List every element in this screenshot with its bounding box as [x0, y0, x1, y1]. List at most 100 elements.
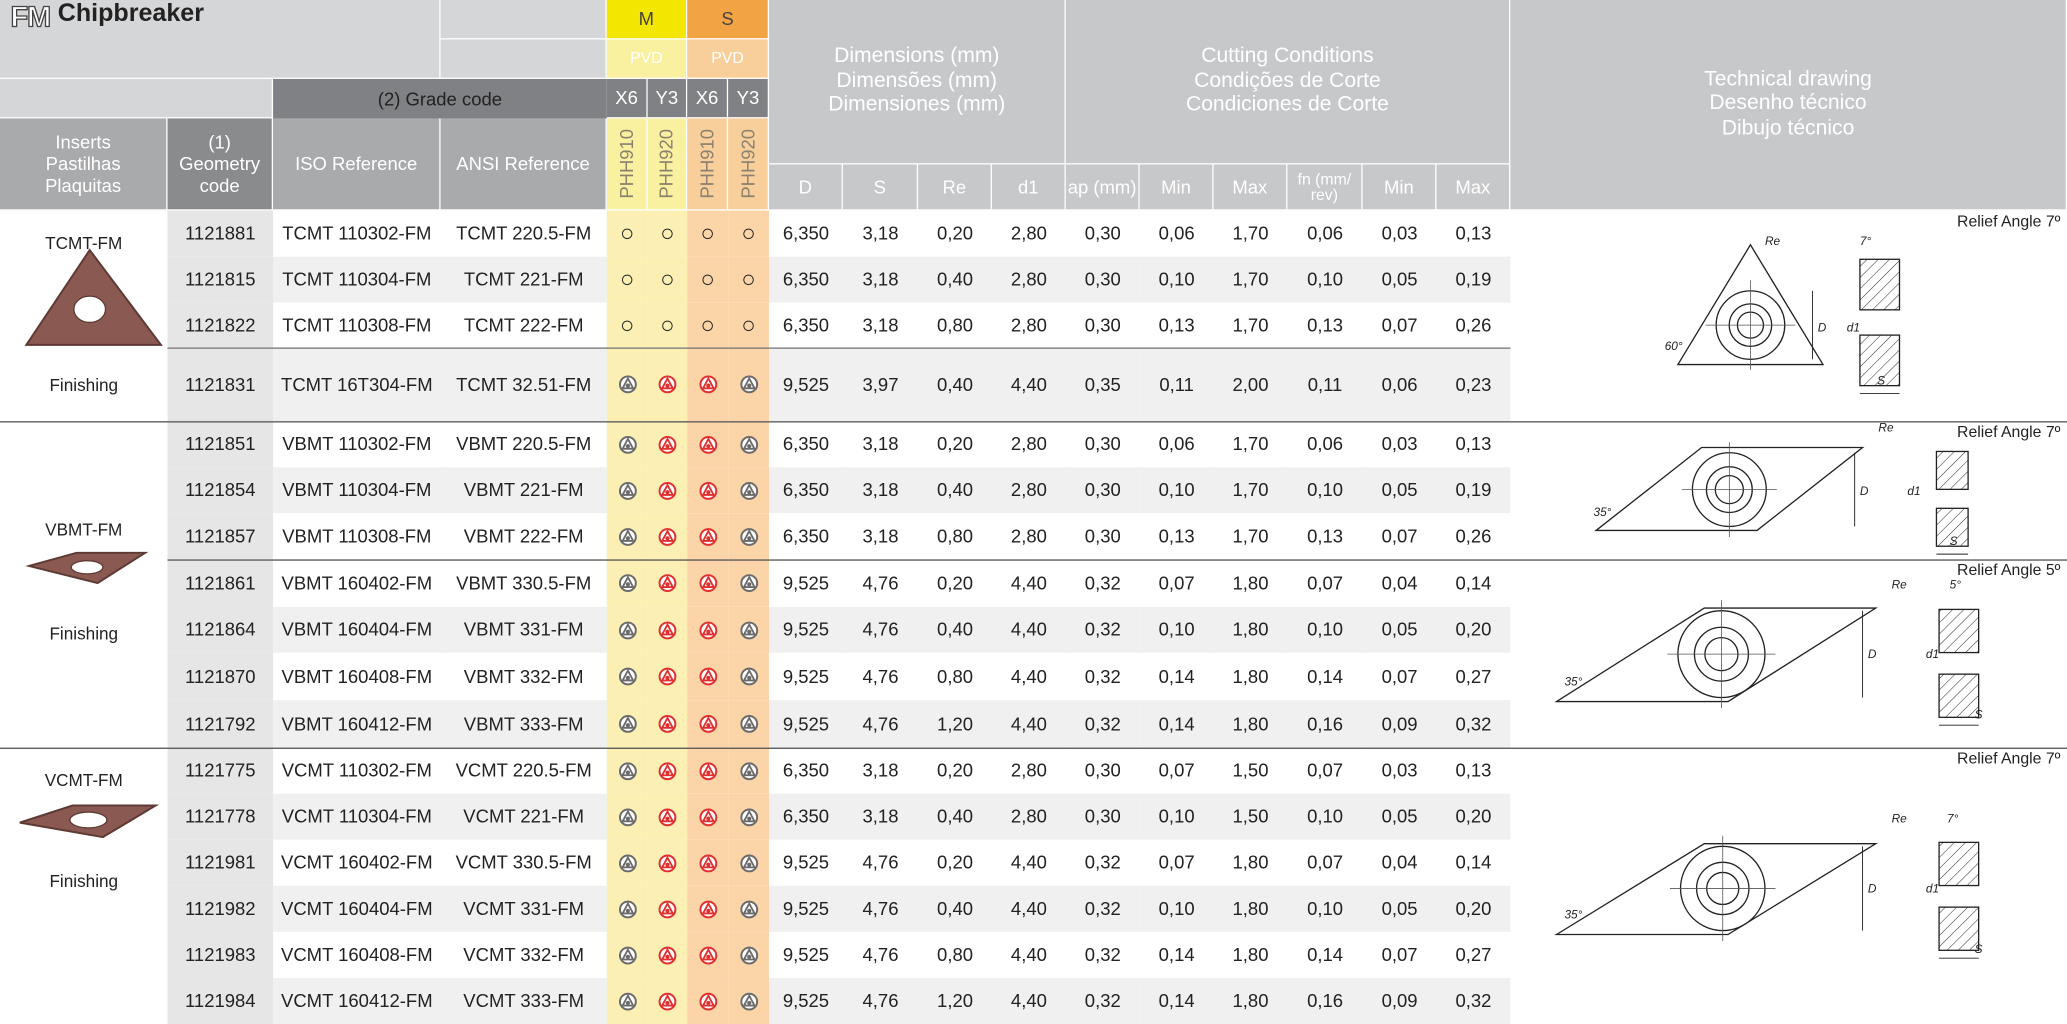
value-text: 0,07 [1159, 852, 1195, 873]
value-text: 0,14 [1307, 944, 1343, 965]
value-text: 0,13 [1159, 315, 1195, 336]
iso-ref-text: TCMT 110304-FM [282, 269, 431, 290]
geometry-code: 1121854 [168, 467, 274, 513]
side-view [1860, 335, 1900, 386]
material: S [687, 0, 769, 39]
ansi-ref: VBMT 332-FM [441, 653, 607, 700]
value: 0,32 [1436, 978, 1510, 1024]
value: 4,76 [843, 978, 918, 1024]
value-text: 0,05 [1382, 269, 1418, 290]
value: 0,10 [1140, 467, 1214, 513]
dim-col-text: D [799, 176, 812, 197]
value-text: 0,19 [1455, 480, 1491, 501]
grade: Y3 [648, 79, 688, 118]
grade-cell [728, 467, 769, 513]
grade-cell [648, 467, 688, 513]
insert-hole [1705, 638, 1738, 671]
value: 4,40 [992, 978, 1066, 1024]
value-text: 9,525 [783, 619, 829, 640]
grade-cell [687, 700, 728, 747]
value: 0,19 [1436, 467, 1510, 513]
product-table: FMChipbreakerMPVDX6PHH910Y3PHH920SPVDX6P… [0, 0, 2067, 1024]
grade-icon [618, 667, 636, 685]
cut-col: Min [1363, 165, 1437, 211]
value: 0,40 [918, 794, 992, 840]
value-text: 0,80 [937, 315, 973, 336]
value-text: 4,40 [1011, 944, 1047, 965]
grade-cell [648, 559, 688, 606]
value: 1,80 [1214, 559, 1288, 606]
ansi-ref-text: VCMT 331-FM [463, 898, 584, 919]
value-text: 0,10 [1307, 269, 1343, 290]
value-text: 0,80 [937, 944, 973, 965]
value: 0,10 [1140, 607, 1214, 653]
insert-name-text: VCMT-FM [45, 771, 123, 791]
label-s: S [1877, 373, 1885, 387]
value-text: 0,05 [1382, 898, 1418, 919]
grade-cell [687, 513, 728, 559]
value: 0,13 [1436, 211, 1510, 257]
grade-cell [687, 653, 728, 700]
ansi-ref-text: TCMT 220.5-FM [456, 223, 591, 244]
grade-icon [698, 574, 716, 592]
value-text: 0,10 [1159, 806, 1195, 827]
value: 0,13 [1140, 303, 1214, 348]
ansi-ref-text: VCMT 330.5-FM [456, 852, 592, 873]
grade-cell [648, 347, 688, 421]
value: 6,350 [769, 467, 843, 513]
value: 9,525 [769, 700, 843, 747]
grade-cell [728, 559, 769, 606]
value: 0,40 [918, 257, 992, 303]
value: 6,350 [769, 421, 843, 467]
value-text: 0,32 [1085, 666, 1121, 687]
insert-name: VCMT-FM [0, 765, 168, 797]
ansi-header-text: ANSI Reference [456, 153, 589, 174]
coating: PVD [687, 39, 769, 78]
value: 1,80 [1214, 840, 1288, 886]
grade-cell: ○ [607, 257, 648, 303]
value: 4,76 [843, 559, 918, 606]
ansi-ref-text: VCMT 332-FM [463, 944, 584, 965]
geometry-code: 1121778 [168, 794, 274, 840]
value: 0,07 [1363, 513, 1437, 559]
value-text: 4,40 [1011, 374, 1047, 395]
value: 9,525 [769, 840, 843, 886]
value-text: 3,18 [863, 315, 899, 336]
value-text: 1,80 [1233, 944, 1269, 965]
iso-ref: VCMT 160404-FM [273, 886, 441, 932]
value: 0,27 [1436, 653, 1510, 700]
insert-use: Finishing [0, 866, 168, 898]
grade-cell [607, 653, 648, 700]
coating: PVD [607, 39, 687, 78]
value-text: 0,07 [1159, 572, 1195, 593]
grade-icon [658, 667, 676, 685]
ansi-ref-text: VBMT 221-FM [464, 480, 584, 501]
cut-col: fn (mm/ rev) [1287, 165, 1362, 211]
value-text: 0,14 [1307, 666, 1343, 687]
value: 0,04 [1363, 559, 1437, 606]
grade-icon [698, 435, 716, 453]
geometry-code-text: 1121881 [185, 223, 256, 244]
grade-cell [728, 421, 769, 467]
value-text: 1,70 [1233, 480, 1269, 501]
value-text: 1,80 [1233, 713, 1269, 734]
value-text: 0,20 [937, 434, 973, 455]
value: 9,525 [769, 886, 843, 932]
value-text: 0,20 [1455, 898, 1491, 919]
value: 0,32 [1066, 559, 1140, 606]
grade-icon [698, 992, 716, 1010]
grade-cell [607, 840, 648, 886]
value-text: 9,525 [783, 944, 829, 965]
ansi-ref: VBMT 222-FM [441, 513, 607, 559]
grade-cell [687, 794, 728, 840]
insert-hole [1681, 846, 1765, 930]
grade-cell [607, 748, 648, 794]
value: 9,525 [769, 607, 843, 653]
value: 1,50 [1214, 748, 1288, 794]
value-text: 0,26 [1455, 526, 1491, 547]
iso-ref-text: TCMT 16T304-FM [281, 374, 433, 395]
grade-cell [728, 794, 769, 840]
insert-image [26, 250, 161, 345]
grade-icon [658, 854, 676, 872]
